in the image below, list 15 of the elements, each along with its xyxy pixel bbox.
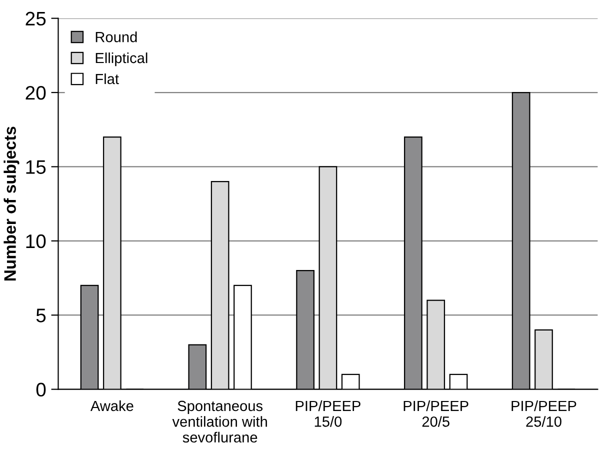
legend-label: Round [96, 32, 137, 42]
x-tick-label: PIP/PEEP 15/0 [296, 400, 360, 427]
x-tick-label: PIP/PEEP 25/10 [512, 400, 576, 427]
legend-label: Flat [96, 73, 119, 84]
y-tick-label: 20 [26, 86, 46, 100]
legend-label: Elliptical [96, 52, 148, 66]
x-tick-label: Spontaneous ventilation with sevoflurane [172, 400, 267, 443]
y-tick-label: 25 [26, 12, 46, 26]
y-tick-label: 10 [26, 234, 46, 248]
y-tick-label: 15 [26, 160, 46, 174]
y-tick-label: 0 [36, 382, 46, 397]
y-axis-title: Number of subjects [4, 126, 20, 280]
x-tick-label: PIP/PEEP 20/5 [404, 400, 468, 427]
x-tick-label: Awake [90, 400, 134, 412]
y-tick-label: 5 [36, 308, 46, 322]
